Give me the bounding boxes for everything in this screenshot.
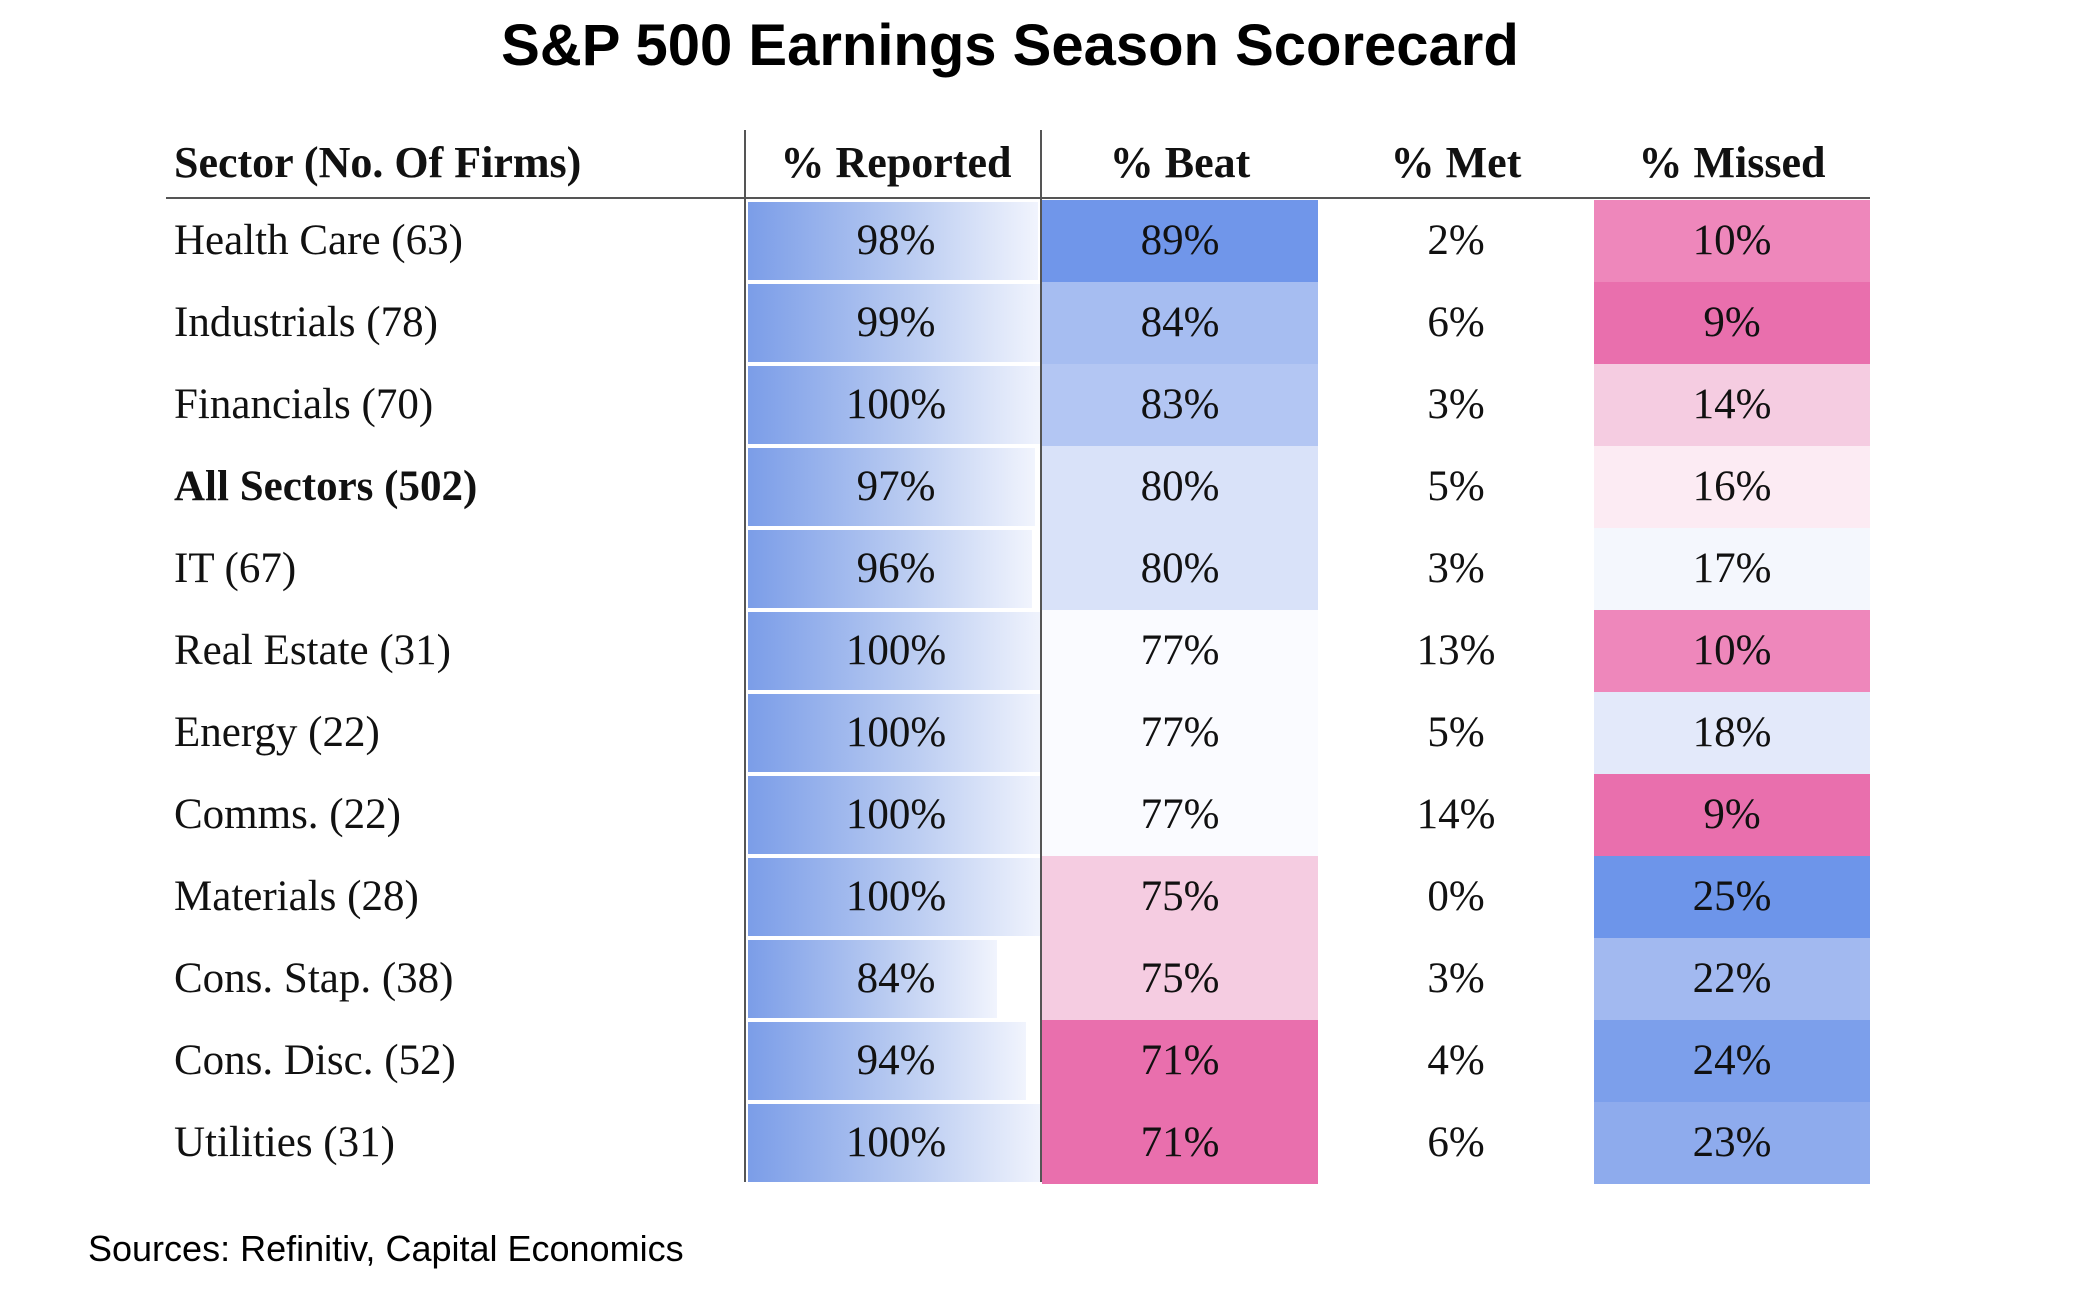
sector-label: Cons. Stap. (38) <box>174 955 454 1002</box>
missed-value: 24% <box>1594 1020 1870 1102</box>
missed-value: 23% <box>1594 1102 1870 1184</box>
beat-value: 77% <box>1042 610 1318 692</box>
beat-value: 83% <box>1042 364 1318 446</box>
table-row: Cons. Disc. (52) 94% 71% 4% 24% <box>166 1020 1870 1102</box>
missed-value: 18% <box>1594 692 1870 774</box>
sector-label: Energy (22) <box>174 709 380 756</box>
reported-bar <box>748 694 1044 772</box>
beat-value: 89% <box>1042 200 1318 282</box>
met-value: 3% <box>1427 545 1485 592</box>
missed-value: 10% <box>1594 610 1870 692</box>
table-row: Comms. (22) 100% 77% 14% 9% <box>166 774 1870 856</box>
table-row: Materials (28) 100% 75% 0% 25% <box>166 856 1870 938</box>
reported-bar <box>748 858 1044 936</box>
beat-value: 77% <box>1042 692 1318 774</box>
table-row: All Sectors (502) 97% 80% 5% 16% <box>166 446 1870 528</box>
missed-value: 9% <box>1594 282 1870 364</box>
beat-value: 80% <box>1042 446 1318 528</box>
table-row: Health Care (63) 98% 89% 2% 10% <box>166 200 1870 282</box>
met-value: 2% <box>1427 217 1485 264</box>
table-row: Cons. Stap. (38) 84% 75% 3% 22% <box>166 938 1870 1020</box>
reported-bar <box>748 366 1044 444</box>
beat-value: 77% <box>1042 774 1318 856</box>
beat-value: 75% <box>1042 856 1318 938</box>
reported-bar <box>748 284 1041 362</box>
missed-value: 9% <box>1594 774 1870 856</box>
reported-value: 100% <box>845 709 947 756</box>
reported-value: 99% <box>856 299 936 346</box>
header-missed: % Missed <box>1638 138 1826 187</box>
reported-bar <box>748 1104 1044 1182</box>
reported-value: 96% <box>856 545 936 592</box>
sector-label: IT (67) <box>174 545 297 592</box>
beat-value: 80% <box>1042 528 1318 610</box>
sector-label: Industrials (78) <box>174 299 438 346</box>
reported-bar <box>748 448 1035 526</box>
missed-value: 22% <box>1594 938 1870 1020</box>
reported-value: 100% <box>845 791 947 838</box>
beat-value: 75% <box>1042 938 1318 1020</box>
met-value: 14% <box>1416 791 1496 838</box>
reported-bar <box>748 940 997 1018</box>
met-value: 4% <box>1427 1037 1485 1084</box>
met-value: 5% <box>1427 463 1485 510</box>
missed-value: 17% <box>1594 528 1870 610</box>
scorecard-table: Sector (No. Of Firms) % Reported % Beat … <box>166 130 1870 1184</box>
reported-bar <box>748 776 1044 854</box>
reported-bar <box>748 530 1032 608</box>
header-met: % Met <box>1390 138 1522 187</box>
reported-bar <box>748 1022 1026 1100</box>
sector-label: Utilities (31) <box>174 1119 395 1166</box>
reported-value: 94% <box>856 1037 936 1084</box>
reported-value: 100% <box>845 1119 947 1166</box>
beat-value: 84% <box>1042 282 1318 364</box>
reported-value: 100% <box>845 627 947 674</box>
reported-value: 100% <box>845 873 947 920</box>
header-rule <box>166 197 1870 199</box>
reported-value: 100% <box>845 381 947 428</box>
beat-value: 71% <box>1042 1102 1318 1184</box>
sector-label: Health Care (63) <box>174 217 463 264</box>
table-row: Real Estate (31) 100% 77% 13% 10% <box>166 610 1870 692</box>
sector-label: Materials (28) <box>174 873 419 920</box>
reported-value: 97% <box>856 463 936 510</box>
header-sector: Sector (No. Of Firms) <box>174 138 582 187</box>
table-row: IT (67) 96% 80% 3% 17% <box>166 528 1870 610</box>
reported-value: 98% <box>856 217 936 264</box>
missed-value: 14% <box>1594 364 1870 446</box>
table-row: Energy (22) 100% 77% 5% 18% <box>166 692 1870 774</box>
met-value: 0% <box>1427 873 1485 920</box>
met-value: 6% <box>1427 1119 1485 1166</box>
chart-title: S&P 500 Earnings Season Scorecard <box>501 13 1519 78</box>
sector-label: Cons. Disc. (52) <box>174 1037 456 1084</box>
table-row: Utilities (31) 100% 71% 6% 23% <box>166 1102 1870 1184</box>
met-value: 3% <box>1427 955 1485 1002</box>
sector-label: Real Estate (31) <box>174 627 452 674</box>
beat-value: 71% <box>1042 1020 1318 1102</box>
header-reported: % Reported <box>780 138 1012 187</box>
missed-value: 25% <box>1594 856 1870 938</box>
table-row: Financials (70) 100% 83% 3% 14% <box>166 364 1870 446</box>
sector-label: Financials (70) <box>174 381 434 428</box>
header-beat: % Beat <box>1109 138 1251 187</box>
table-row: Industrials (78) 99% 84% 6% 9% <box>166 282 1870 364</box>
missed-value: 16% <box>1594 446 1870 528</box>
reported-bar <box>748 612 1044 690</box>
source-note: Sources: Refinitiv, Capital Economics <box>88 1228 684 1269</box>
column-divider-beat <box>1040 130 1042 1182</box>
sector-label: Comms. (22) <box>174 791 401 838</box>
met-value: 6% <box>1427 299 1485 346</box>
met-value: 5% <box>1427 709 1485 756</box>
met-value: 13% <box>1416 627 1496 674</box>
reported-value: 84% <box>856 955 936 1002</box>
met-value: 3% <box>1427 381 1485 428</box>
column-divider-reported <box>744 130 746 1182</box>
reported-bar <box>748 202 1038 280</box>
missed-value: 10% <box>1594 200 1870 282</box>
sector-label: All Sectors (502) <box>174 463 478 510</box>
